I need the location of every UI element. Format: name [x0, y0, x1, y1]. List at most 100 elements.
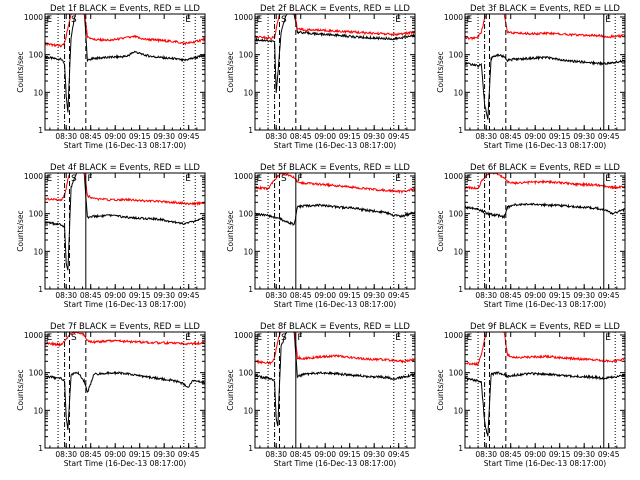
x-tick-label: 08:45 [80, 450, 102, 459]
x-tick-label: 08:30 [475, 291, 497, 300]
y-axis-label: Counts/sec [226, 369, 235, 410]
series-line-events [465, 371, 625, 437]
plot-frame [254, 13, 416, 131]
x-tick-label: 09:45 [178, 450, 200, 459]
x-tick-label: 09:15 [549, 291, 571, 300]
y-tick-label: 10 [33, 247, 43, 256]
marker-label-e: E [47, 333, 53, 343]
x-tick-label: 09:45 [598, 291, 620, 300]
marker-label-e: E [185, 174, 191, 184]
series-group [45, 332, 205, 430]
x-tick-label: 09:15 [129, 291, 151, 300]
x-tick-label: 09:00 [104, 132, 126, 141]
plot-frame [464, 331, 626, 449]
y-axis-label: Counts/sec [16, 51, 25, 92]
y-tick-label: 1000 [444, 172, 463, 181]
series-line-lld [255, 14, 415, 41]
marker-label-e: E [605, 174, 611, 184]
marker-label-f: F [297, 174, 302, 184]
x-axis-label: Start Time (16-Dec-13 08:17:00) [484, 141, 606, 150]
y-tick-label: 1 [38, 285, 43, 294]
series-line-events [45, 173, 205, 271]
x-tick-label: 08:45 [500, 450, 522, 459]
y-tick-label: 1000 [24, 172, 43, 181]
x-tick-label: 09:30 [363, 132, 385, 141]
x-axis-label: Start Time (16-Dec-13 08:17:00) [64, 459, 186, 468]
x-tick-label: 09:45 [388, 291, 410, 300]
series-line-events [45, 14, 205, 113]
series-line-events [45, 370, 205, 430]
marker-label-e: E [47, 15, 53, 25]
y-tick-label: 1 [38, 444, 43, 453]
marker-label-s: S [281, 333, 287, 343]
x-axis-label: Start Time (16-Dec-13 08:17:00) [274, 141, 396, 150]
y-tick-label: 10 [243, 247, 253, 256]
marker-label-e: E [605, 333, 611, 343]
x-tick-label: 09:30 [363, 450, 385, 459]
y-tick-label: 1000 [444, 331, 463, 340]
y-tick-label: 10 [33, 88, 43, 97]
y-axis-label: Counts/sec [16, 369, 25, 410]
y-tick-label: 10 [453, 406, 463, 415]
y-tick-label: 100 [449, 51, 464, 60]
marker-label-e: E [395, 174, 401, 184]
y-tick-label: 100 [239, 51, 254, 60]
x-axis-label: Start Time (16-Dec-13 08:17:00) [274, 300, 396, 309]
marker-label-e: E [605, 15, 611, 25]
marker-label-e: E [185, 15, 191, 25]
marker-label-e: E [467, 333, 473, 343]
y-tick-label: 100 [29, 51, 44, 60]
x-tick-label: 09:15 [129, 450, 151, 459]
series-group [465, 173, 625, 219]
marker-label-e: E [395, 333, 401, 343]
chart-title: Det 3f BLACK = Events, RED = LLD [470, 4, 620, 14]
x-axis-label: Start Time (16-Dec-13 08:17:00) [484, 300, 606, 309]
x-tick-label: 08:45 [290, 450, 312, 459]
x-tick-label: 08:45 [80, 291, 102, 300]
series-group [255, 332, 415, 427]
x-tick-label: 09:15 [339, 132, 361, 141]
chart-title: Det 7f BLACK = Events, RED = LLD [50, 322, 200, 332]
y-tick-label: 1 [458, 285, 463, 294]
marker-label-e: E [257, 15, 263, 25]
x-tick-label: 09:00 [104, 450, 126, 459]
marker-label-f: F [87, 174, 92, 184]
y-tick-label: 1 [458, 444, 463, 453]
y-tick-label: 1 [38, 126, 43, 135]
series-line-lld [45, 332, 205, 348]
chart-title: Det 5f BLACK = Events, RED = LLD [260, 163, 410, 173]
y-axis-label: Counts/sec [436, 210, 445, 251]
x-tick-label: 09:00 [104, 291, 126, 300]
marker-label-s: S [71, 333, 77, 343]
plot-frame [44, 331, 206, 449]
x-tick-label: 09:45 [178, 291, 200, 300]
marker-label-e: E [395, 15, 401, 25]
series-group [45, 173, 205, 271]
x-tick-label: 09:15 [549, 450, 571, 459]
y-axis-label: Counts/sec [226, 210, 235, 251]
plot-frame [464, 172, 626, 290]
x-tick-label: 09:45 [388, 450, 410, 459]
series-group [255, 14, 415, 93]
x-axis-label: Start Time (16-Dec-13 08:17:00) [64, 300, 186, 309]
marker-label-e: E [467, 174, 473, 184]
series-line-lld [255, 332, 415, 366]
y-tick-label: 1000 [444, 13, 463, 22]
plot-frame [44, 13, 206, 131]
marker-label-e: E [257, 174, 263, 184]
x-tick-label: 08:45 [290, 291, 312, 300]
x-tick-label: 09:45 [598, 132, 620, 141]
chart-title: Det 6f BLACK = Events, RED = LLD [470, 163, 620, 173]
x-tick-label: 09:30 [363, 291, 385, 300]
y-tick-label: 1 [248, 126, 253, 135]
chart-title: Det 2f BLACK = Events, RED = LLD [260, 4, 410, 14]
y-tick-label: 10 [33, 406, 43, 415]
x-axis-label: Start Time (16-Dec-13 08:17:00) [274, 459, 396, 468]
series-group [465, 332, 625, 437]
y-tick-label: 1 [248, 444, 253, 453]
